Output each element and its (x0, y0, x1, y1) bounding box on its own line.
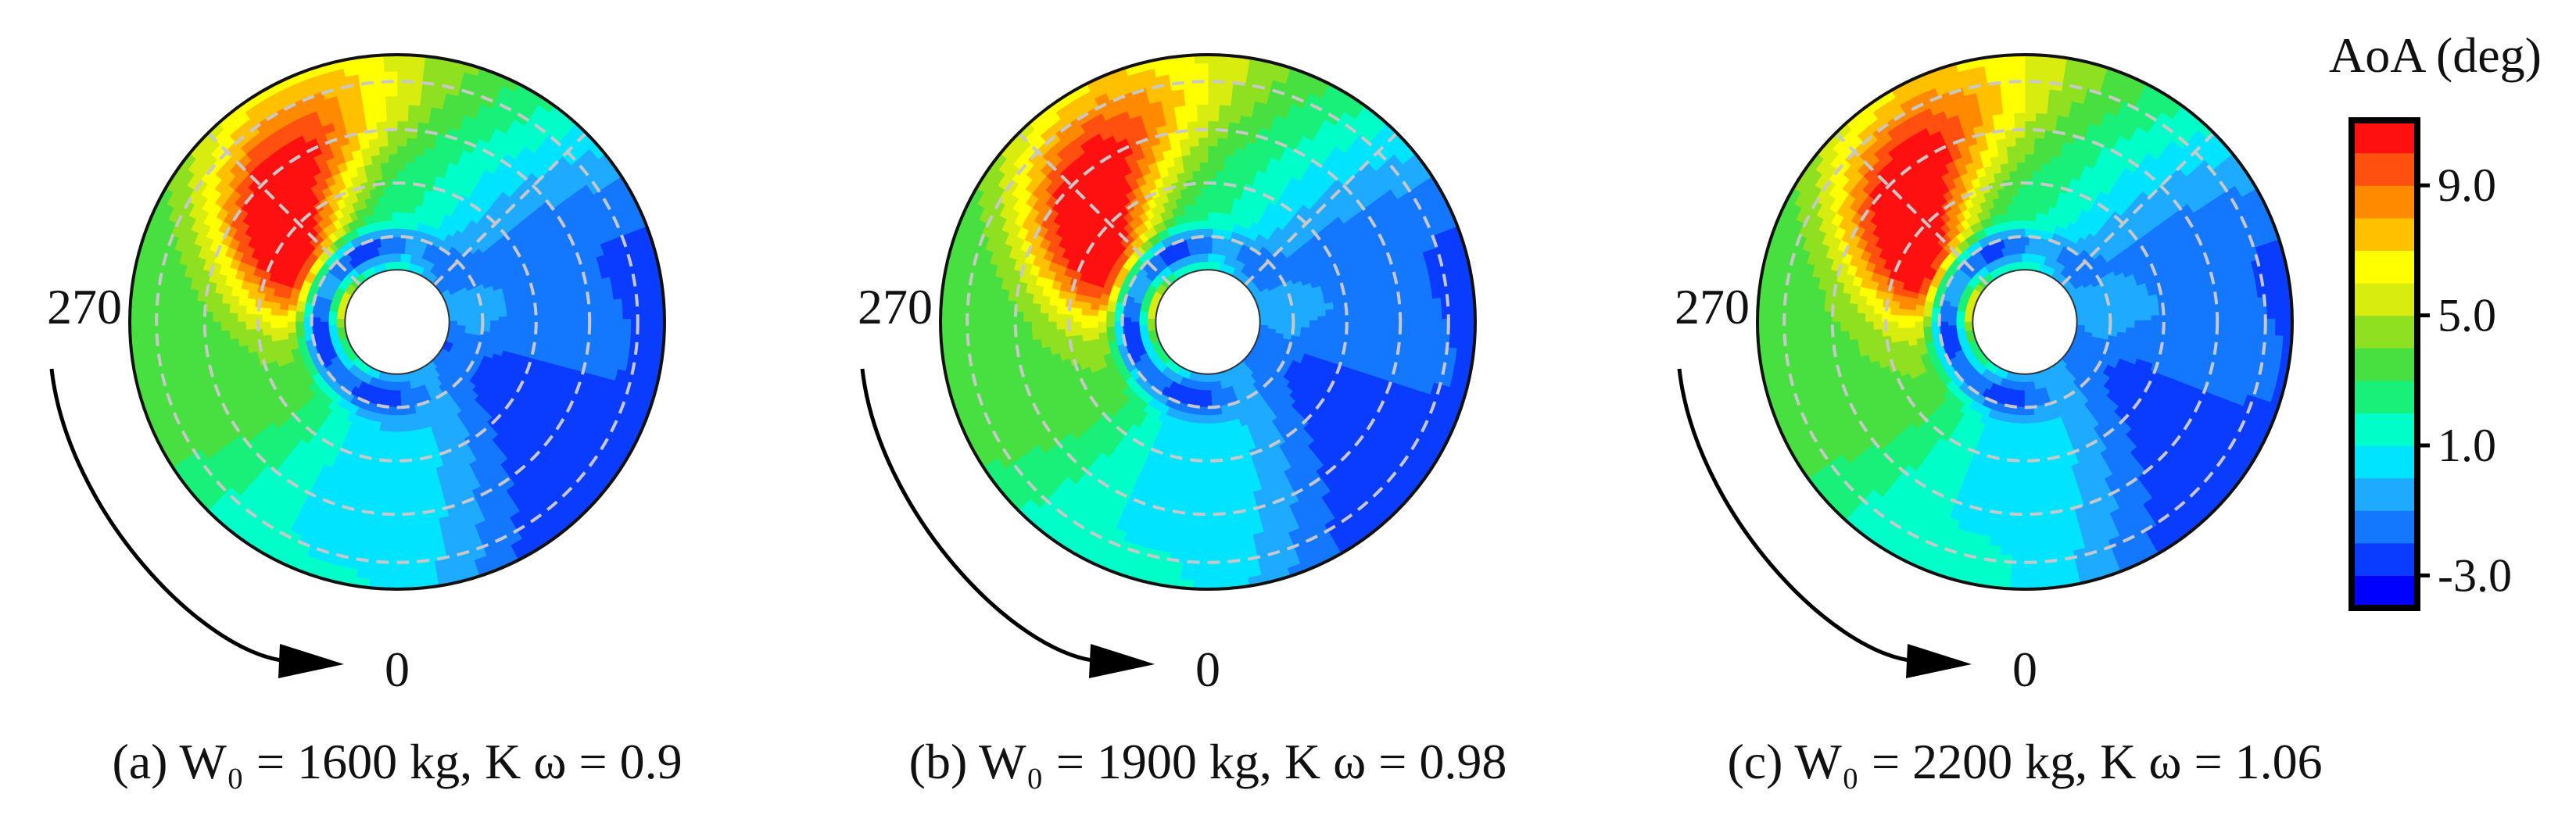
colorbar-swatch (2352, 283, 2417, 316)
rotor-disk-rim-a (128, 53, 666, 591)
panel-caption-c: (c) W₀ = 2200 kg, K ω = 1.06 (1727, 734, 2322, 789)
panel-a: 270 0 (a) W₀ = 1600 kg, K ω = 0.9 (47, 53, 683, 789)
colorbar-swatch (2352, 510, 2417, 544)
colorbar: AoA (deg) 9.0 5.0 1.0 -3.0 (2329, 27, 2542, 611)
azimuth-label-0: 0 (2012, 642, 2037, 697)
colorbar-swatch (2352, 542, 2417, 576)
rotation-arrow-b (860, 368, 1099, 663)
colorbar-swatch (2352, 413, 2417, 446)
disk-grid-a (155, 80, 640, 564)
rotor-disk-rim-b (939, 53, 1477, 591)
rotation-arrow-c (1677, 368, 1916, 663)
colorbar-swatch (2352, 315, 2417, 349)
panel-b: 270 0 (b) W₀ = 1900 kg, K ω = 0.98 (858, 53, 1507, 789)
colorbar-swatch (2352, 185, 2417, 219)
rotor-hub-a (344, 269, 450, 375)
rotation-arrow-a (49, 368, 288, 663)
colorbar-swatch (2352, 152, 2417, 186)
panel-caption-a: (a) W₀ = 1600 kg, K ω = 0.9 (112, 734, 682, 789)
rotation-arrowhead-b (1089, 644, 1155, 678)
colorbar-swatches (2352, 120, 2417, 609)
colorbar-swatch (2352, 445, 2417, 479)
disk-contour-b (939, 53, 1477, 591)
disk-grid-c (1782, 80, 2267, 564)
disk-contour-c (1756, 53, 2294, 591)
disk-grid-b (966, 80, 1450, 564)
colorbar-tick-label: 5.0 (2438, 290, 2496, 341)
colorbar-swatch (2352, 477, 2417, 511)
rotation-arrowhead-a (278, 644, 344, 678)
colorbar-tick-label: 9.0 (2438, 159, 2496, 211)
colorbar-swatch (2352, 250, 2417, 284)
panel-caption-b: (b) W₀ = 1900 kg, K ω = 0.98 (909, 734, 1507, 789)
colorbar-tick-label: 1.0 (2438, 420, 2496, 471)
azimuth-label-270: 270 (47, 279, 122, 334)
colorbar-frame (2348, 117, 2420, 611)
colorbar-swatch (2352, 348, 2417, 381)
panels: 270 0 (a) W₀ = 1600 kg, K ω = 0.9 270 0 (b) W… (47, 53, 2323, 789)
azimuth-label-0: 0 (385, 642, 410, 697)
rotor-hub-b (1155, 269, 1261, 375)
rotation-arrowhead-c (1906, 644, 1972, 678)
colorbar-tick-label: -3.0 (2438, 549, 2512, 601)
colorbar-swatch (2352, 120, 2417, 154)
azimuth-label-270: 270 (858, 279, 933, 334)
panel-c: 270 0 (c) W₀ = 2200 kg, K ω = 1.06 (1675, 53, 2323, 789)
colorbar-ticks: 9.0 5.0 1.0 -3.0 (2417, 159, 2512, 601)
colorbar-title: AoA (deg) (2329, 27, 2542, 83)
azimuth-label-0: 0 (1195, 642, 1220, 697)
azimuth-label-270: 270 (1675, 279, 1750, 334)
colorbar-swatch (2352, 217, 2417, 251)
rotor-hub-c (1972, 269, 2078, 375)
colorbar-swatch (2352, 575, 2417, 609)
rotor-disk-rim-c (1756, 53, 2294, 591)
colorbar-swatch (2352, 380, 2417, 413)
